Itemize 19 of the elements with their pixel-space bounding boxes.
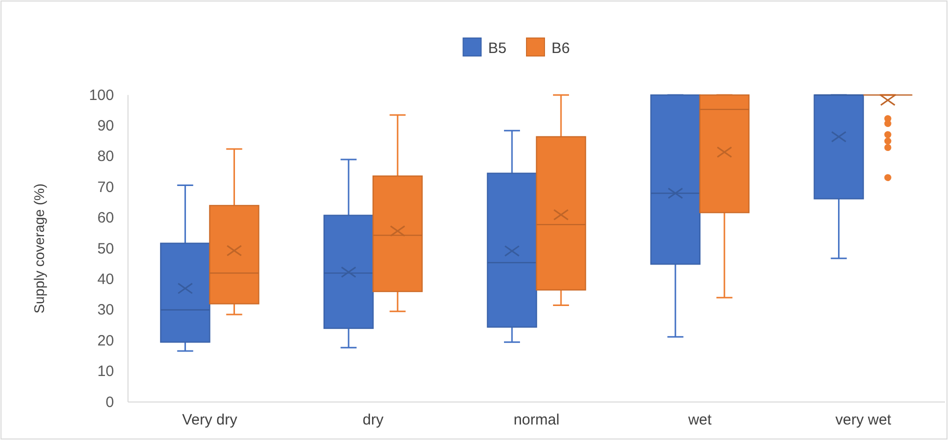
x-tick-label: Very dry [182,412,238,429]
y-tick-label: 70 [97,178,114,196]
y-tick-label: 20 [97,332,114,350]
y-tick-label: 10 [97,363,114,380]
y-tick-label: 40 [97,271,114,288]
y-tick-label: 80 [97,148,114,166]
y-tick-label: 30 [97,302,114,319]
legend-label: B6 [552,40,570,57]
y-tick-label: 60 [97,210,114,227]
y-tick-label: 50 [97,240,114,258]
y-tick-label: 0 [106,394,114,411]
legend-label: B5 [488,40,506,57]
x-tick-label: wet [687,412,712,429]
x-tick-label: normal [514,412,560,429]
x-tick-label: very wet [835,412,892,429]
y-axis-title: Supply coverage (%) [31,184,47,314]
x-tick-label: dry [362,412,384,429]
y-tick-label: 90 [97,118,114,134]
y-tick-label: 100 [88,86,114,104]
